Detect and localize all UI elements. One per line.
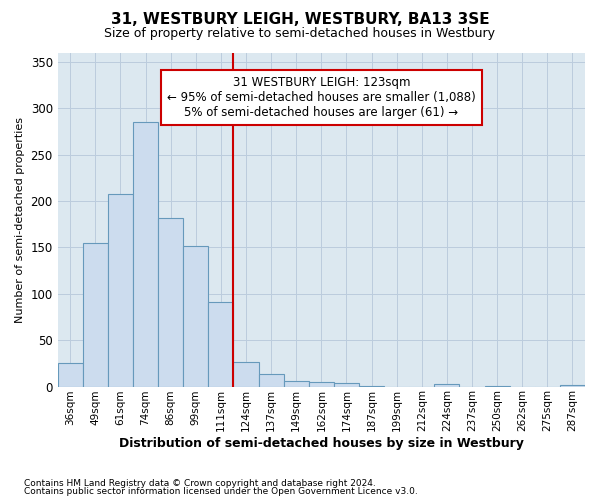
Bar bbox=[208, 302, 233, 386]
Bar bbox=[233, 362, 259, 386]
Bar bbox=[284, 381, 309, 386]
Bar bbox=[133, 122, 158, 386]
Bar bbox=[334, 383, 359, 386]
Text: 31, WESTBURY LEIGH, WESTBURY, BA13 3SE: 31, WESTBURY LEIGH, WESTBURY, BA13 3SE bbox=[110, 12, 490, 28]
X-axis label: Distribution of semi-detached houses by size in Westbury: Distribution of semi-detached houses by … bbox=[119, 437, 524, 450]
Bar bbox=[560, 384, 585, 386]
Text: Size of property relative to semi-detached houses in Westbury: Size of property relative to semi-detach… bbox=[104, 28, 496, 40]
Text: 31 WESTBURY LEIGH: 123sqm
← 95% of semi-detached houses are smaller (1,088)
5% o: 31 WESTBURY LEIGH: 123sqm ← 95% of semi-… bbox=[167, 76, 476, 119]
Bar bbox=[183, 246, 208, 386]
Bar bbox=[83, 242, 108, 386]
Bar bbox=[158, 218, 183, 386]
Bar bbox=[434, 384, 460, 386]
Y-axis label: Number of semi-detached properties: Number of semi-detached properties bbox=[15, 116, 25, 322]
Bar bbox=[108, 194, 133, 386]
Bar bbox=[58, 364, 83, 386]
Bar bbox=[259, 374, 284, 386]
Text: Contains public sector information licensed under the Open Government Licence v3: Contains public sector information licen… bbox=[24, 487, 418, 496]
Text: Contains HM Land Registry data © Crown copyright and database right 2024.: Contains HM Land Registry data © Crown c… bbox=[24, 478, 376, 488]
Bar bbox=[309, 382, 334, 386]
